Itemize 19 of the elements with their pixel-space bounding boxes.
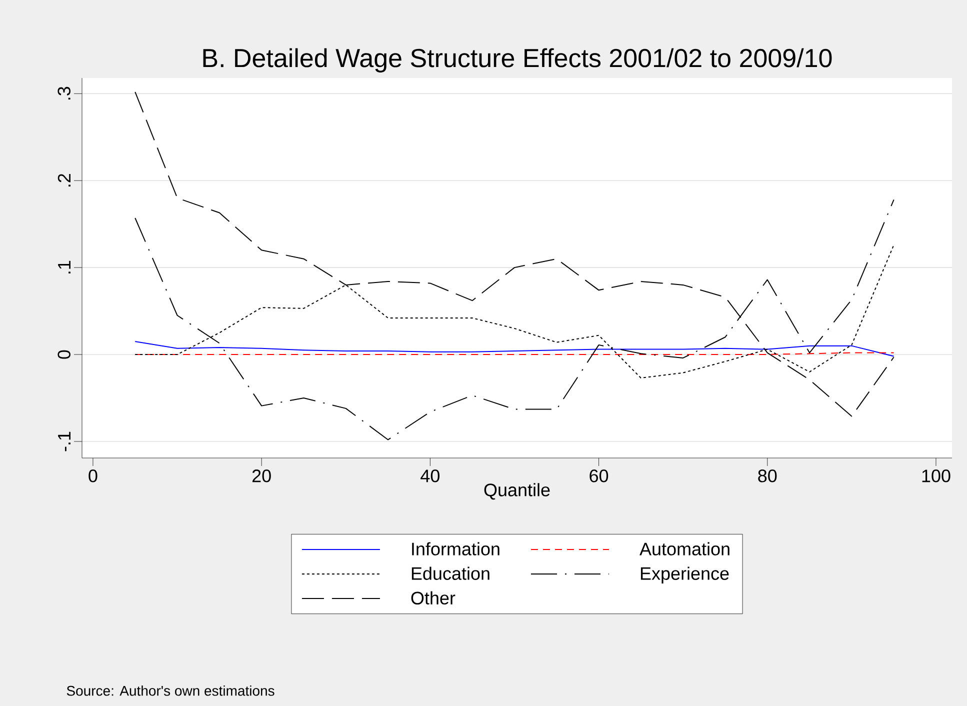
x-tick-label: 60 (590, 470, 608, 482)
y-tick-label: -.1 (58, 432, 70, 452)
legend-label: Automation (640, 542, 730, 556)
legend-label: Information (412, 542, 500, 556)
x-tick-label: 40 (420, 470, 440, 482)
x-tick-label: 0 (88, 470, 98, 482)
y-tick-label: .3 (58, 86, 70, 100)
x-tick-label: 20 (252, 470, 271, 482)
y-tick-label: .2 (58, 174, 70, 186)
y-tick-label: 0 (58, 350, 70, 359)
legend-label: Other (411, 591, 456, 604)
legend-label: Experience (640, 566, 729, 584)
chart-title: B. Detailed Wage Structure Effects 2001/02 to 2009/10 (203, 48, 832, 72)
legend-label: Education (412, 566, 490, 580)
y-tick-label: .1 (58, 260, 70, 274)
source-note: Source: Author's own estimations (66, 686, 274, 696)
x-tick-label: 80 (758, 470, 777, 482)
x-axis-title: Quantile (484, 483, 550, 500)
x-tick-label: 100 (922, 470, 950, 482)
